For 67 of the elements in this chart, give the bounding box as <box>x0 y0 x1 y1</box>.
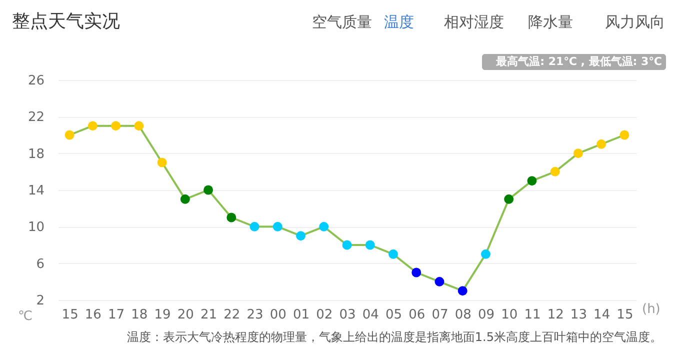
x-tick-label: 22 <box>224 308 240 322</box>
point <box>157 158 167 168</box>
x-tick-label: 11 <box>524 308 541 322</box>
x-tick-label: 10 <box>501 308 518 322</box>
point <box>480 249 490 259</box>
x-tick-label: 17 <box>108 308 125 322</box>
text: 温度 <box>384 13 414 31</box>
point <box>458 286 468 296</box>
y-tick-label: 22 <box>28 110 44 126</box>
point <box>204 185 214 195</box>
y-tick-label: 2 <box>36 294 44 308</box>
text: 空气质量 <box>312 13 372 31</box>
text: 相对湿度 <box>444 13 504 31</box>
x-tick-label: 13 <box>570 308 587 322</box>
x-tick-label: 01 <box>292 308 310 322</box>
x-axis-title: (h) <box>642 302 660 317</box>
y-tick-label: 10 <box>28 220 44 236</box>
y-tick-label: 6 <box>36 256 44 272</box>
text: 最高气温: 21℃ , 最低气温: 3℃ <box>495 55 662 68</box>
x-tick-label: 15 <box>62 308 78 322</box>
text: 风力风向 <box>605 13 665 31</box>
x-tick-label: 15 <box>616 308 634 322</box>
x-tick-label: 21 <box>200 308 218 322</box>
x-tick-label: 09 <box>478 308 494 322</box>
x-tick-label: 18 <box>131 308 148 322</box>
point <box>88 121 98 131</box>
point <box>573 148 583 158</box>
x-tick-label: 05 <box>385 308 402 322</box>
y-axis-title: ℃ <box>18 309 33 324</box>
y-tick-label: 14 <box>28 184 44 198</box>
text: 降水量 <box>528 13 573 31</box>
text: 温度：表示大气冷热程度的物理量，气象上给出的温度是指离地面1.5米高度上百叶箱中的空气温度。 <box>126 330 662 344</box>
point <box>226 212 236 222</box>
point <box>550 166 560 176</box>
x-tick-label: 16 <box>84 308 102 322</box>
point <box>412 268 422 278</box>
point <box>527 176 537 186</box>
point <box>319 222 329 232</box>
point <box>272 222 282 232</box>
x-tick-label: 08 <box>454 308 472 322</box>
point <box>388 249 398 259</box>
x-tick-label: 00 <box>270 308 286 322</box>
x-tick-label: 23 <box>246 308 264 322</box>
point <box>342 240 352 250</box>
x-tick-label: 03 <box>339 308 356 322</box>
x-tick-label: 04 <box>362 308 379 322</box>
point <box>296 231 306 241</box>
point <box>111 121 121 131</box>
x-tick-label: 07 <box>432 308 448 322</box>
x-tick-label: 20 <box>177 308 194 322</box>
x-tick-label: 02 <box>316 308 333 322</box>
point <box>504 194 514 204</box>
point <box>64 130 74 140</box>
point <box>620 130 630 140</box>
x-tick-label: 19 <box>154 308 171 322</box>
point <box>134 121 144 131</box>
chart-title: 整点天气实况 <box>12 11 120 32</box>
y-tick-label: 26 <box>28 74 44 88</box>
point <box>596 139 606 149</box>
x-tick-label: 14 <box>594 308 610 322</box>
x-tick-label: 12 <box>547 308 564 322</box>
point <box>250 222 260 232</box>
y-tick-label: 18 <box>28 146 44 162</box>
point <box>180 194 190 204</box>
point <box>365 240 375 250</box>
x-tick-label: 06 <box>408 308 426 322</box>
point <box>434 276 444 286</box>
